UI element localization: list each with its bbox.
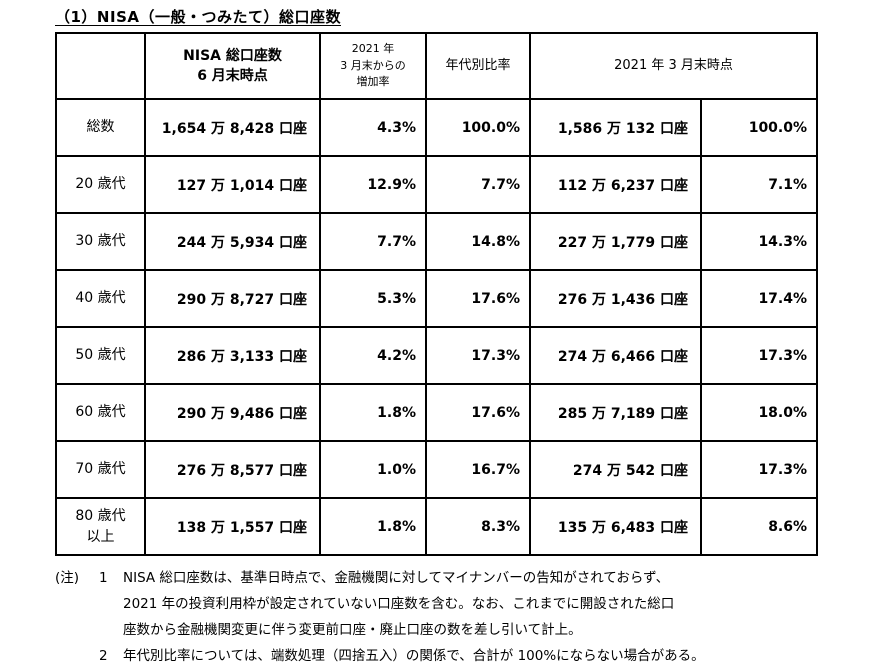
march-ratio-value: 18.0%: [699, 383, 819, 442]
age-ratio-value: 100.0%: [425, 98, 531, 157]
increase-rate-value: 4.3%: [319, 98, 427, 157]
march-ratio-value: 17.3%: [699, 326, 819, 385]
june-total-value: 290 万 9,486 口座: [144, 383, 321, 442]
march-ratio-value: 100.0%: [699, 98, 819, 157]
table-row: 総数 1,654 万 8,428 口座 4.3% 100.0% 1,586 万 …: [55, 98, 819, 157]
table-row: 70 歳代 276 万 8,577 口座 1.0% 16.7% 274 万 54…: [55, 440, 819, 499]
increase-rate-value: 7.7%: [319, 212, 427, 271]
march-ratio-value: 17.3%: [699, 440, 819, 499]
table-row: 40 歳代 290 万 8,727 口座 5.3% 17.6% 276 万 1,…: [55, 269, 819, 328]
footnote-number: 1: [99, 570, 108, 586]
march-total-value: 285 万 7,189 口座: [529, 383, 702, 442]
age-ratio-value: 8.3%: [425, 497, 531, 556]
increase-rate-value: 4.2%: [319, 326, 427, 385]
increase-rate-value: 1.8%: [319, 383, 427, 442]
header-increase-rate: 2021 年 3 月末からの 増加率: [319, 32, 427, 100]
march-ratio-value: 14.3%: [699, 212, 819, 271]
increase-rate-value: 5.3%: [319, 269, 427, 328]
march-total-value: 135 万 6,483 口座: [529, 497, 702, 556]
age-ratio-value: 17.6%: [425, 269, 531, 328]
nisa-accounts-table: NISA 総口座数 6 月末時点 2021 年 3 月末からの 増加率 年代別比…: [55, 32, 819, 556]
header-march-point: 2021 年 3 月末時点: [528, 32, 819, 100]
march-total-value: 276 万 1,436 口座: [529, 269, 702, 328]
table-row: 50 歳代 286 万 3,133 口座 4.2% 17.3% 274 万 6,…: [55, 326, 819, 385]
table-row: 20 歳代 127 万 1,014 口座 12.9% 7.7% 112 万 6,…: [55, 155, 819, 214]
june-total-value: 1,654 万 8,428 口座: [144, 98, 321, 157]
increase-rate-value: 12.9%: [319, 155, 427, 214]
age-label: 70 歳代: [55, 440, 146, 499]
increase-rate-value: 1.0%: [319, 440, 427, 499]
footnote-1: (注) 1 NISA 総口座数は、基準日時点で、金融機関に対してマイナンバーの告…: [55, 565, 870, 643]
age-label: 20 歳代: [55, 155, 146, 214]
footnote-prefix: (注): [55, 570, 80, 586]
june-total-value: 290 万 8,727 口座: [144, 269, 321, 328]
table-row: 30 歳代 244 万 5,934 口座 7.7% 14.8% 227 万 1,…: [55, 212, 819, 271]
june-total-value: 244 万 5,934 口座: [144, 212, 321, 271]
march-total-value: 1,586 万 132 口座: [529, 98, 702, 157]
age-ratio-value: 17.3%: [425, 326, 531, 385]
age-label: 30 歳代: [55, 212, 146, 271]
june-total-value: 138 万 1,557 口座: [144, 497, 321, 556]
age-ratio-value: 17.6%: [425, 383, 531, 442]
age-label: 総数: [55, 98, 146, 157]
march-total-value: 274 万 6,466 口座: [529, 326, 702, 385]
age-label: 40 歳代: [55, 269, 146, 328]
table-row: 60 歳代 290 万 9,486 口座 1.8% 17.6% 285 万 7,…: [55, 383, 819, 442]
june-total-value: 276 万 8,577 口座: [144, 440, 321, 499]
age-label: 60 歳代: [55, 383, 146, 442]
table-header-row: NISA 総口座数 6 月末時点 2021 年 3 月末からの 増加率 年代別比…: [55, 32, 819, 100]
increase-rate-value: 1.8%: [319, 497, 427, 556]
age-ratio-value: 14.8%: [425, 212, 531, 271]
june-total-value: 127 万 1,014 口座: [144, 155, 321, 214]
header-june-total: NISA 総口座数 6 月末時点: [144, 32, 321, 100]
footnote-text: 年代別比率については、端数処理（四捨五入）の関係で、合計が 100%にならない場…: [123, 648, 705, 664]
footnote-2: 2 年代別比率については、端数処理（四捨五入）の関係で、合計が 100%にならな…: [55, 643, 870, 669]
header-age-column: [55, 32, 146, 100]
june-total-value: 286 万 3,133 口座: [144, 326, 321, 385]
age-ratio-value: 7.7%: [425, 155, 531, 214]
march-total-value: 112 万 6,237 口座: [529, 155, 702, 214]
footnote-text: NISA 総口座数は、基準日時点で、金融機関に対してマイナンバーの告知がされてお…: [123, 570, 675, 638]
footnote-number: 2: [99, 648, 108, 664]
table-row: 80 歳代 以上 138 万 1,557 口座 1.8% 8.3% 135 万 …: [55, 497, 819, 556]
footnotes: (注) 1 NISA 総口座数は、基準日時点で、金融機関に対してマイナンバーの告…: [55, 565, 870, 669]
march-ratio-value: 8.6%: [699, 497, 819, 556]
march-ratio-value: 7.1%: [699, 155, 819, 214]
age-label: 80 歳代 以上: [55, 497, 146, 556]
march-total-value: 227 万 1,779 口座: [529, 212, 702, 271]
age-label: 50 歳代: [55, 326, 146, 385]
page-title: （1）NISA（一般・つみたて）総口座数: [55, 8, 341, 26]
march-total-value: 274 万 542 口座: [529, 440, 702, 499]
march-ratio-value: 17.4%: [699, 269, 819, 328]
age-ratio-value: 16.7%: [425, 440, 531, 499]
header-age-ratio: 年代別比率: [425, 32, 531, 100]
